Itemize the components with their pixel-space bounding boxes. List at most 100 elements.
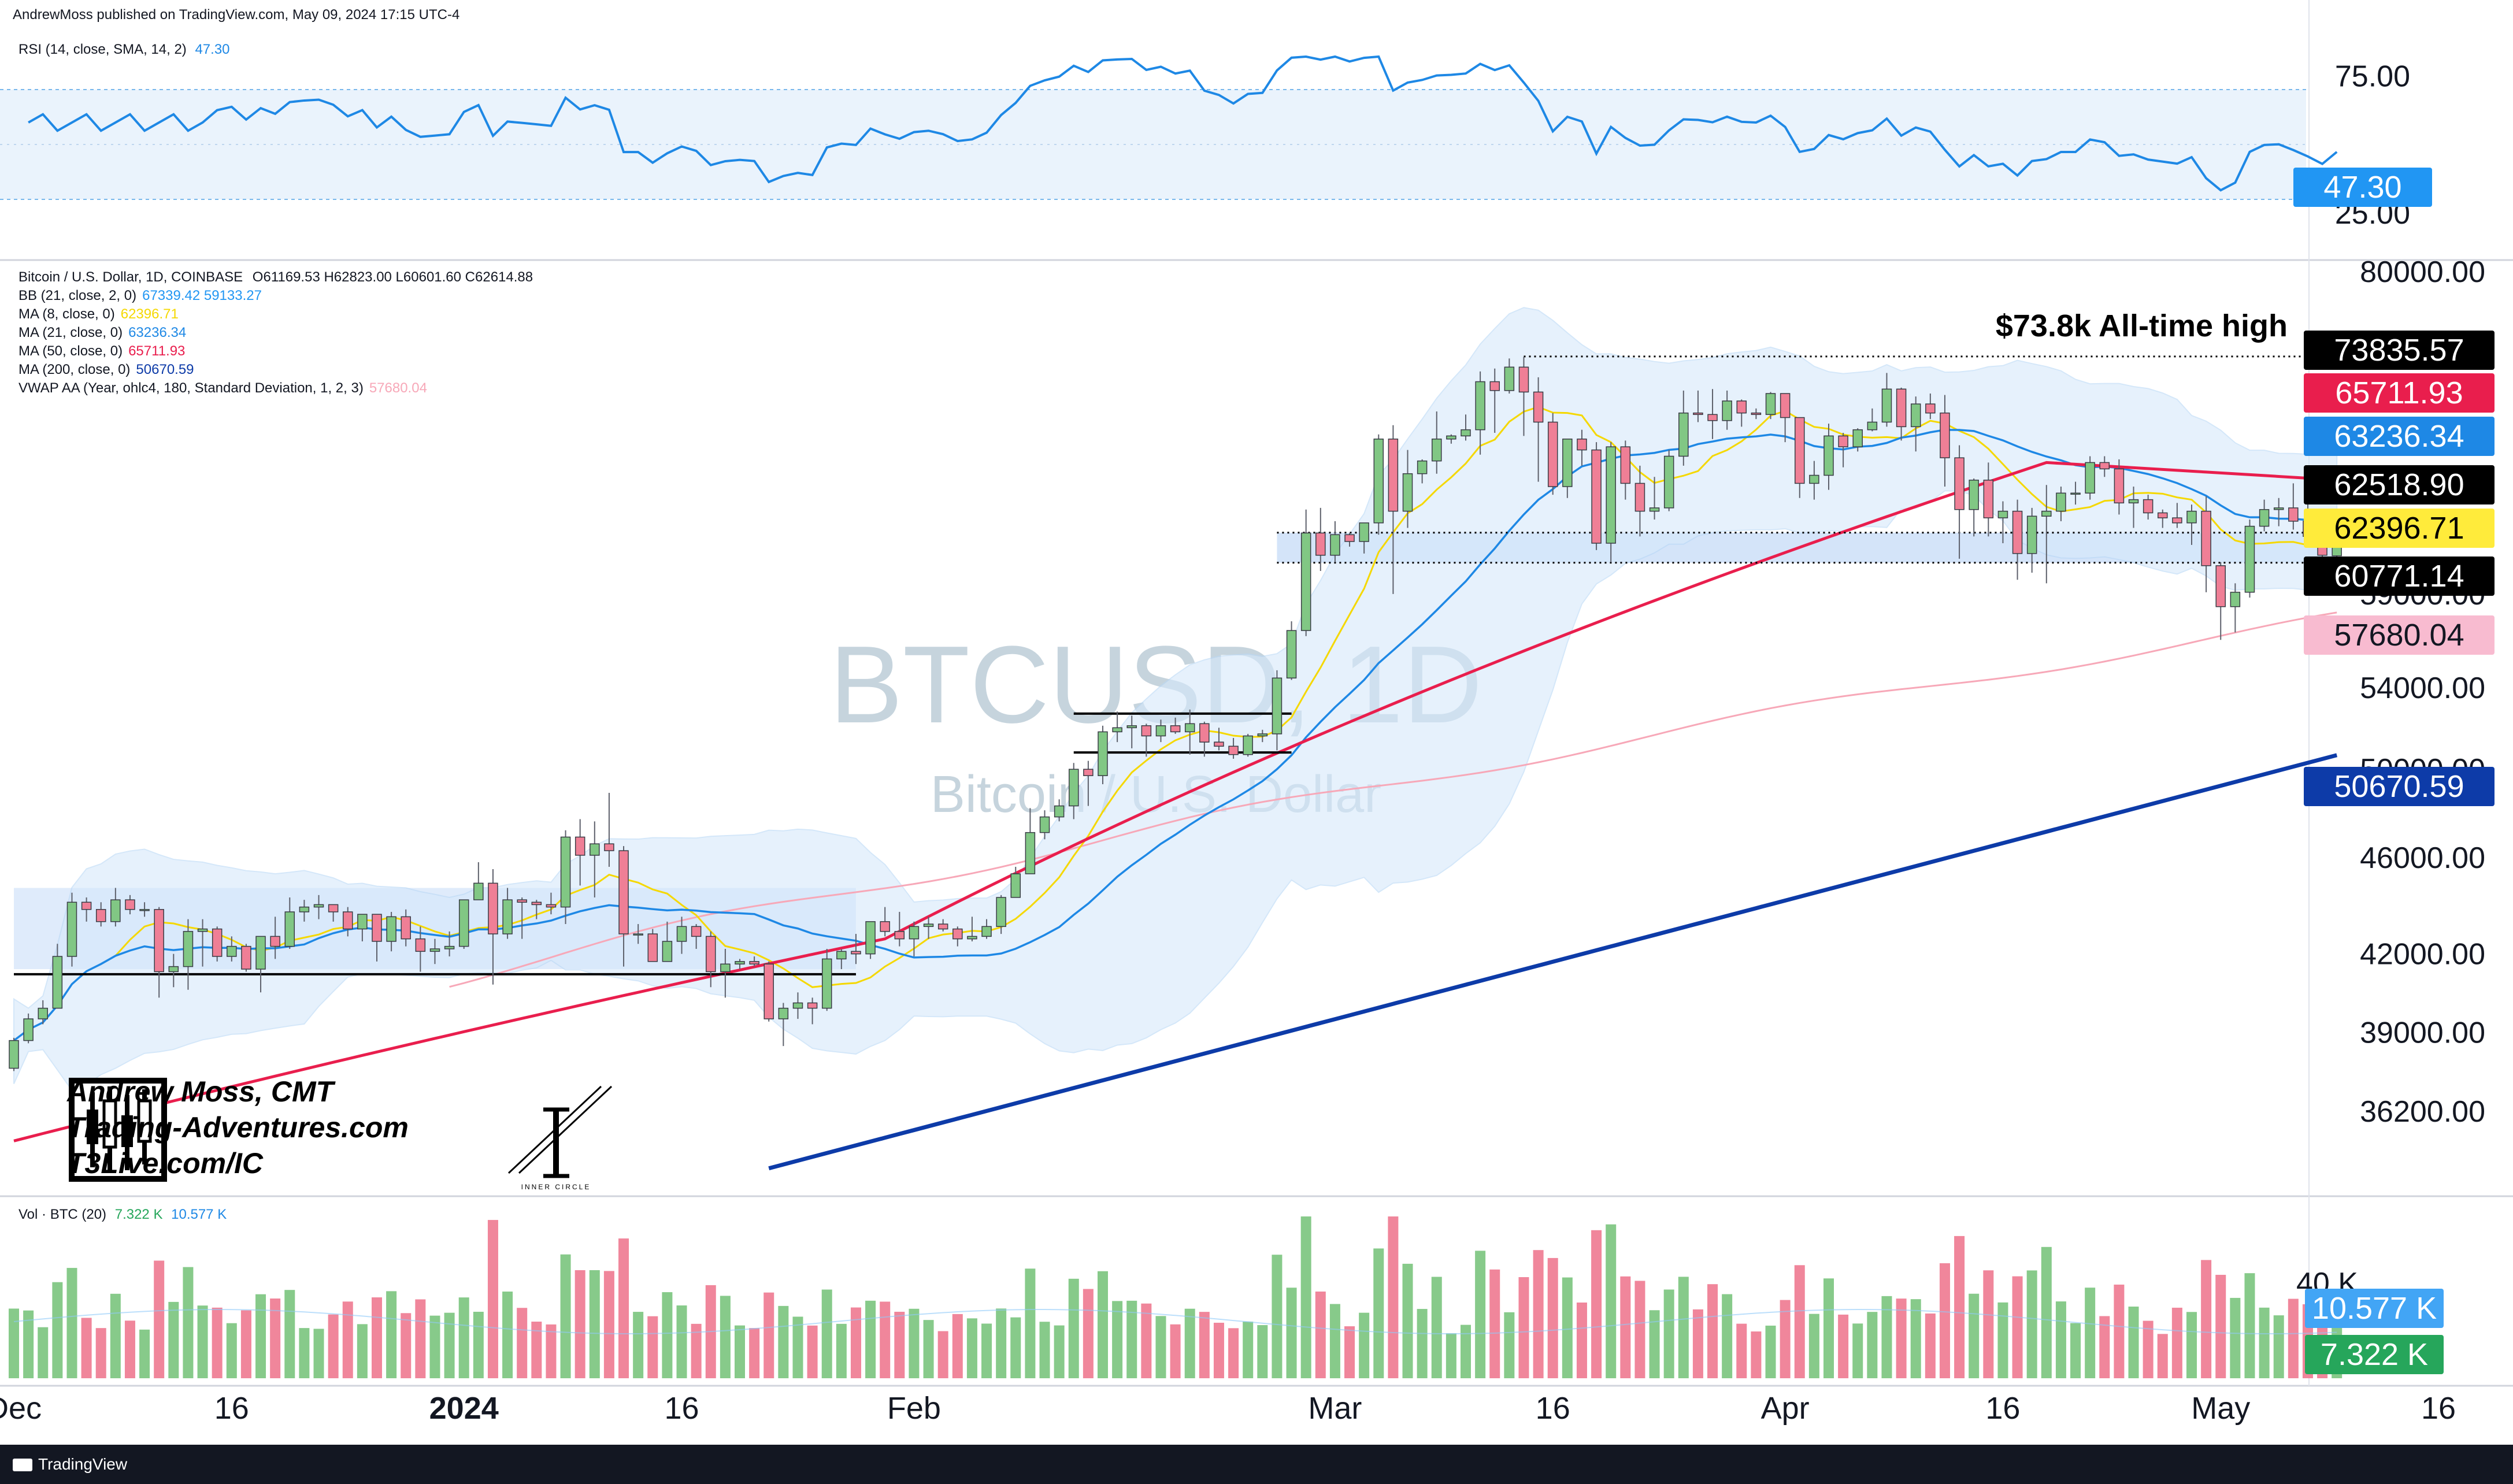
candle-body — [1591, 449, 1602, 544]
volume-legend[interactable]: Vol · BTC (20) 7.322 K 10.577 K — [18, 1207, 227, 1223]
time-tick: May — [2191, 1391, 2250, 1426]
candle-body — [1475, 381, 1485, 431]
volume-ma — [13, 1309, 2337, 1334]
candle-body — [444, 945, 455, 949]
time-axis[interactable]: Dec 16 2024 16 Feb Mar 16 Apr 16 May 16 — [0, 1391, 2456, 1426]
rsi-legend[interactable]: RSI (14, close, SMA, 14, 2) 47.30 — [18, 42, 230, 58]
candle-body — [1417, 460, 1428, 474]
candle-body — [2099, 462, 2110, 470]
indicator-legend[interactable]: MA (200, close, 0) 50670.59 — [18, 362, 200, 378]
candle-body — [792, 1002, 803, 1009]
volume-bar — [691, 1323, 702, 1378]
volume-bar — [1300, 1216, 1311, 1378]
candle-body — [1126, 725, 1137, 729]
candle-body — [1344, 534, 1355, 542]
candle-body — [2273, 507, 2284, 510]
volume-bar — [981, 1323, 992, 1378]
candle-body — [1969, 480, 1979, 510]
indicator-legend[interactable]: MA (21, close, 0) 63236.34 — [18, 325, 192, 341]
volume-bar — [1910, 1299, 1921, 1378]
candle-body — [1736, 400, 1747, 414]
candle-body — [1881, 388, 1892, 423]
candle-body — [706, 936, 716, 973]
volume-bar — [923, 1320, 934, 1378]
volume-bar — [1591, 1230, 1602, 1378]
volume-bar — [1373, 1248, 1384, 1378]
volume-bar — [415, 1299, 426, 1378]
volume-bar — [1461, 1325, 1471, 1378]
candle-body — [401, 916, 411, 940]
candle-body — [749, 961, 759, 964]
candle-body — [531, 901, 542, 906]
volume-bar — [183, 1267, 194, 1378]
volume-ma-legend-value: 10.577 K — [171, 1207, 227, 1222]
candle-body — [154, 909, 164, 973]
candle-body — [23, 1018, 34, 1041]
candle-body — [1780, 393, 1791, 418]
volume-bar — [38, 1327, 49, 1378]
candle-body — [633, 933, 643, 936]
candle-body — [618, 850, 629, 934]
candle-body — [1954, 457, 1965, 510]
volume-bar — [1272, 1255, 1283, 1378]
indicator-legend[interactable]: BB (21, close, 2, 0) 67339.42 59133.27 — [18, 288, 268, 304]
candle-body — [851, 951, 861, 955]
indicator-legend[interactable]: MA (8, close, 0) 62396.71 — [18, 306, 184, 322]
candle-body — [2070, 492, 2081, 495]
candle-body — [2230, 592, 2241, 607]
volume-bar — [1969, 1293, 1980, 1378]
candle-body — [1373, 438, 1384, 524]
volume-bar — [1329, 1304, 1340, 1378]
volume-bar — [996, 1308, 1007, 1378]
price-pane[interactable]: BTCUSD, 1D Bitcoin / U.S. Dollar $73.8k … — [9, 307, 2342, 1171]
volume-bar — [546, 1324, 557, 1378]
candle-body — [429, 948, 440, 952]
volume-bar — [2070, 1323, 2081, 1378]
tradingview-logo[interactable]: TradingView — [13, 1455, 127, 1474]
volume-legend-label: Vol · BTC (20) — [18, 1207, 107, 1222]
candle-body — [1518, 366, 1529, 393]
candle-body — [1257, 733, 1268, 737]
candle-body — [66, 901, 77, 957]
candle-body — [2041, 510, 2052, 517]
volume-bar — [2157, 1334, 2168, 1378]
candle-body — [1315, 532, 1326, 556]
price-axis[interactable]: 80000.0059000.0054000.0050000.0046000.00… — [2296, 60, 2485, 1300]
volume-bar — [2012, 1276, 2023, 1378]
volume-bar — [2201, 1260, 2212, 1378]
symbol-legend[interactable]: Bitcoin / U.S. Dollar, 1D, COINBASE O611… — [18, 269, 539, 285]
volume-bar — [212, 1307, 223, 1378]
volume-bar — [1010, 1317, 1021, 1378]
indicator-legend-value: 65711.93 — [128, 343, 186, 359]
volume-bar — [1054, 1325, 1065, 1378]
indicator-legend[interactable]: VWAP AA (Year, ohlc4, 180, Standard Devi… — [18, 380, 433, 396]
volume-bar — [821, 1289, 832, 1378]
candle-body — [1693, 412, 1703, 415]
symbol-title: Bitcoin / U.S. Dollar, 1D, COINBASE — [18, 269, 243, 285]
volume-bar — [197, 1305, 208, 1378]
volume-bar — [1199, 1312, 1210, 1378]
candle-body — [662, 941, 673, 962]
candle-body — [38, 1007, 48, 1019]
price-tag: 50670.59 — [2304, 767, 2495, 806]
volume-bar — [676, 1305, 687, 1378]
volume-bar — [1359, 1312, 1370, 1378]
candle-body — [81, 901, 92, 910]
time-tick: 16 — [664, 1391, 699, 1426]
time-tick: 2024 — [429, 1391, 499, 1426]
indicator-legend[interactable]: MA (50, close, 0) 65711.93 — [18, 343, 191, 359]
volume-bar — [2085, 1288, 2096, 1378]
volume-bar — [1765, 1325, 1776, 1378]
volume-bar — [2041, 1246, 2052, 1378]
ma200-line — [768, 753, 2338, 1171]
volume-bar — [1184, 1308, 1195, 1378]
candle-body — [1751, 412, 1762, 415]
candle-body — [647, 933, 658, 962]
volume-bar — [574, 1270, 585, 1378]
volume-bar — [487, 1220, 498, 1378]
volume-bar — [1925, 1313, 1936, 1378]
indicator-legend-label: MA (8, close, 0) — [18, 306, 115, 322]
candle-body — [807, 1002, 818, 1009]
candle-body — [343, 911, 353, 930]
